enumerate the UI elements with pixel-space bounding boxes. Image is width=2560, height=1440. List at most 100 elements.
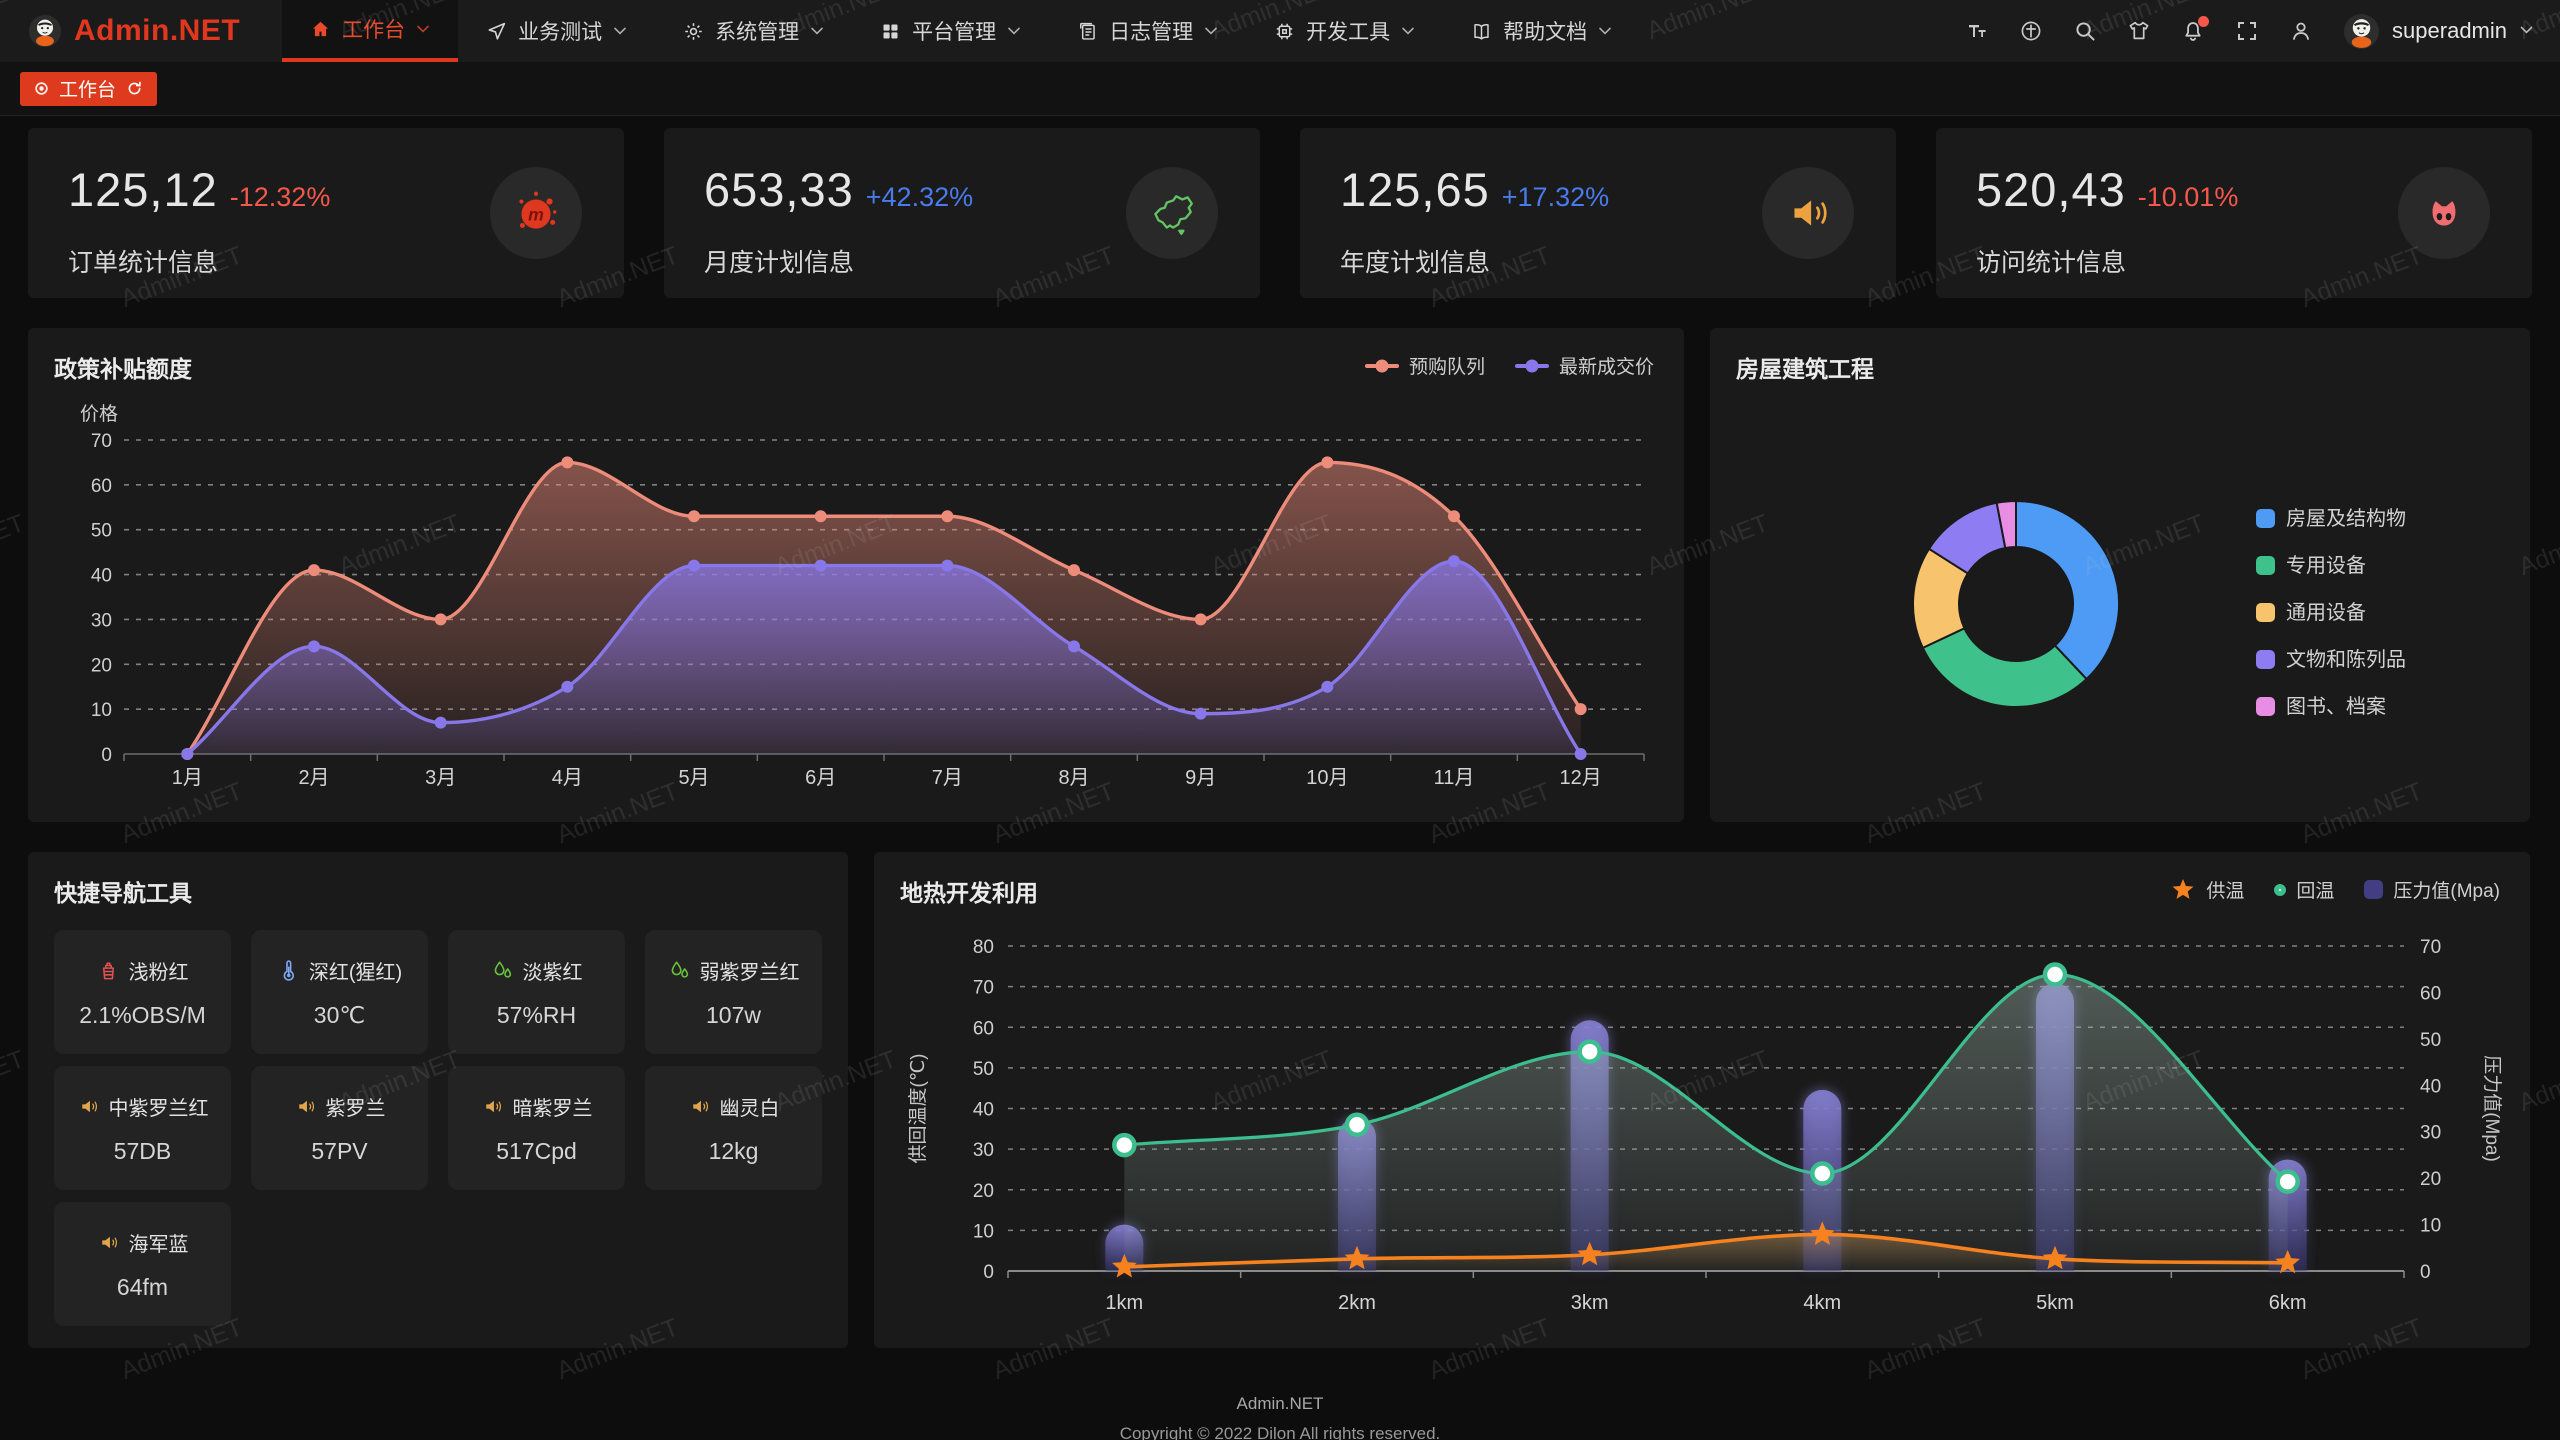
quick-nav-item-name: 淡紫红 [522,961,583,984]
donut-segment-专用设备[interactable] [1921,626,2088,708]
svg-text:30: 30 [973,1140,994,1161]
quick-nav-item-3[interactable]: 淡紫红 57%RH [448,930,625,1054]
svg-text:专用设备: 专用设备 [2286,554,2366,577]
speaker-icon [97,1231,120,1254]
search-icon[interactable] [2073,19,2097,43]
stat-label: 访问统计信息 [1976,249,2127,277]
legend-label: 回温 [2296,881,2335,902]
quick-nav-item-6[interactable]: 紫罗兰 57PV [251,1066,428,1190]
quick-nav-item-1[interactable]: 浅粉红 2.1%OBS/M [54,930,231,1054]
refresh-icon[interactable] [126,80,143,97]
combo-chart-legend: 供温 回温 压力值(Mpa) [2170,876,2500,903]
menu-item-6[interactable]: 开发工具 [1246,0,1443,62]
quick-nav-item-value: 57DB [113,1137,172,1164]
navbar-actions: superadmin [1965,13,2534,50]
stat-card-3: 125,65 +17.32% 年度计划信息 [1300,128,1896,298]
panel-title: 房屋建筑工程 [1736,356,1874,382]
stat-delta: +42.32% [865,182,974,212]
stat-value-row: 125,65 +17.32% [1340,162,1856,217]
svg-text:8月: 8月 [1058,767,1089,789]
svg-text:70: 70 [91,431,112,452]
bell-icon[interactable] [2181,16,2210,43]
fullscreen-icon[interactable] [2235,19,2259,43]
svg-text:4月: 4月 [552,767,583,789]
legend-item-预购队列[interactable]: 预购队列 [1364,352,1485,379]
stat-label: 年度计划信息 [1340,249,1491,277]
legend-label: 压力值(Mpa) [2393,881,2500,902]
user-avatar [2343,13,2380,50]
stat-delta: -10.01% [2137,182,2239,212]
legend-item-最新成交价[interactable]: 最新成交价 [1514,352,1654,379]
svg-text:房屋及结构物: 房屋及结构物 [2286,507,2406,530]
building-donut-chart[interactable]: 房屋及结构物 专用设备通用设备文物和陈列品 图书、档案 [1736,392,2504,800]
svg-text:30: 30 [91,610,112,631]
quick-nav-item-4[interactable]: 弱紫罗兰红 107w [645,930,822,1054]
legend-item-供温[interactable]: 供温 [2170,876,2244,903]
quick-nav-item-head: 海军蓝 [97,1228,189,1257]
meetup-icon: m [490,167,582,259]
tab-工作台[interactable]: 工作台 [20,71,158,106]
font-size-icon[interactable] [1965,19,1989,43]
username: superadmin [2392,18,2507,43]
legend-label: 供温 [2206,881,2245,902]
tabs: 工作台 [20,71,158,106]
svg-text:2月: 2月 [298,767,329,789]
chevron-down-icon [1598,26,1612,36]
donut-segment-房屋及结构物[interactable] [2015,499,2120,681]
navbar-menu: 工作台 业务测试 系统管理 平台管理 日志管理 开发工具 帮助文档 [282,0,1640,62]
menu-item-3[interactable]: 系统管理 [655,0,852,62]
svg-text:0: 0 [2420,1262,2431,1283]
language-icon[interactable] [2019,19,2043,43]
svg-text:20: 20 [2420,1169,2441,1190]
notification-dot [2198,16,2210,27]
subsidy-area-chart[interactable]: 0 10 20 30 40 50 60 70 价格 1月 2月 3月 4月 5月 6月 7月 8月 9月 10月 11… [54,392,1658,792]
quick-nav-item-head: 暗紫罗兰 [481,1092,593,1121]
legend-item-通用设备[interactable]: 通用设备 [2256,601,2366,624]
svg-text:60: 60 [91,476,112,497]
svg-text:0: 0 [101,745,112,766]
footer: Admin.NET Copyright © 2022 Dilon All rig… [28,1378,2532,1440]
quick-nav-item-5[interactable]: 中紫罗兰红 57DB [54,1066,231,1190]
quick-nav-item-9[interactable]: 海军蓝 64fm [54,1202,231,1326]
menu-item-7[interactable]: 帮助文档 [1443,0,1640,62]
svg-text:1月: 1月 [172,767,203,789]
legend-label: 预购队列 [1408,357,1485,378]
legend-line-marker [1514,359,1549,372]
legend-item-房屋及结构物[interactable]: 房屋及结构物 [2256,507,2406,530]
menu-item-4[interactable]: 平台管理 [852,0,1049,62]
legend-item-图书、档案[interactable]: 图书、档案 [2256,695,2386,718]
menu-item-label: 平台管理 [912,21,997,44]
menu-item-2[interactable]: 业务测试 [458,0,655,62]
geothermal-combo-chart[interactable]: 0 10 20 30 40 50 60 70 80 0 10 20 30 40 50 60 70 供回温度(℃) 压… [900,916,2504,1321]
legend-item-文物和陈列品[interactable]: 文物和陈列品 [2256,648,2406,671]
stat-value: 653,33 [704,163,854,216]
menu-item-5[interactable]: 日志管理 [1049,0,1246,62]
svg-text:1km: 1km [1105,1292,1143,1314]
user-icon[interactable] [2289,19,2313,43]
user-menu[interactable]: superadmin [2343,13,2534,50]
svg-text:50: 50 [91,521,112,542]
quick-nav-item-7[interactable]: 暗紫罗兰 517Cpd [448,1066,625,1190]
quick-nav-item-name: 浅粉红 [128,961,189,984]
app-logo[interactable]: Admin.NET [28,14,240,48]
legend-item-回温[interactable]: 回温 [2274,876,2334,903]
quick-nav-item-name: 暗紫罗兰 [512,1097,593,1120]
legend-item-专用设备[interactable]: 专用设备 [2256,554,2366,577]
navbar: Admin.NET 工作台 业务测试 系统管理 平台管理 日志管理 开发工具 帮助文档 su… [0,0,2560,62]
stat-value-row: 125,12 -12.32% [68,162,584,217]
quick-nav-item-2[interactable]: 深红(猩红) 30℃ [251,930,428,1054]
quick-nav-item-8[interactable]: 幽灵白 12kg [645,1066,822,1190]
quick-nav-item-head: 浅粉红 [97,956,189,985]
stat-delta: -12.32% [229,182,331,212]
quick-nav-item-name: 海军蓝 [128,1233,189,1256]
svg-text:70: 70 [2420,937,2441,958]
svg-text:40: 40 [973,1100,994,1121]
legend-item-压力值(Mpa)[interactable]: 压力值(Mpa) [2364,876,2500,903]
quick-nav-item-value: 30℃ [313,1001,366,1028]
theme-icon[interactable] [2127,19,2151,43]
menu-item-label: 日志管理 [1109,21,1194,44]
gear-icon [683,21,704,42]
donut-segment-图书、档案[interactable] [1995,499,2017,550]
svg-text:5月: 5月 [678,767,709,789]
menu-item-1[interactable]: 工作台 [282,0,459,62]
